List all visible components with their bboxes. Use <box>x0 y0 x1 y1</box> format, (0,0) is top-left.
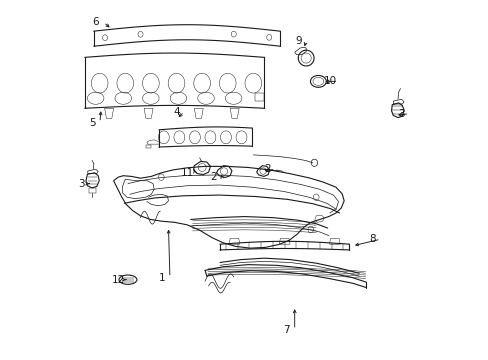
Text: 8: 8 <box>369 234 375 244</box>
Text: 2: 2 <box>264 164 270 174</box>
Text: 3: 3 <box>78 179 84 189</box>
Ellipse shape <box>119 275 137 284</box>
Text: 1: 1 <box>159 273 165 283</box>
Text: 5: 5 <box>89 118 95 128</box>
Text: 6: 6 <box>92 17 99 27</box>
Text: 11: 11 <box>180 168 193 178</box>
Text: 12: 12 <box>111 275 124 285</box>
Text: 10: 10 <box>324 76 336 86</box>
Text: 7: 7 <box>283 325 289 335</box>
Text: 9: 9 <box>294 36 301 46</box>
Text: 4: 4 <box>173 107 179 117</box>
Text: 3: 3 <box>397 109 404 119</box>
Text: 2: 2 <box>210 172 217 182</box>
